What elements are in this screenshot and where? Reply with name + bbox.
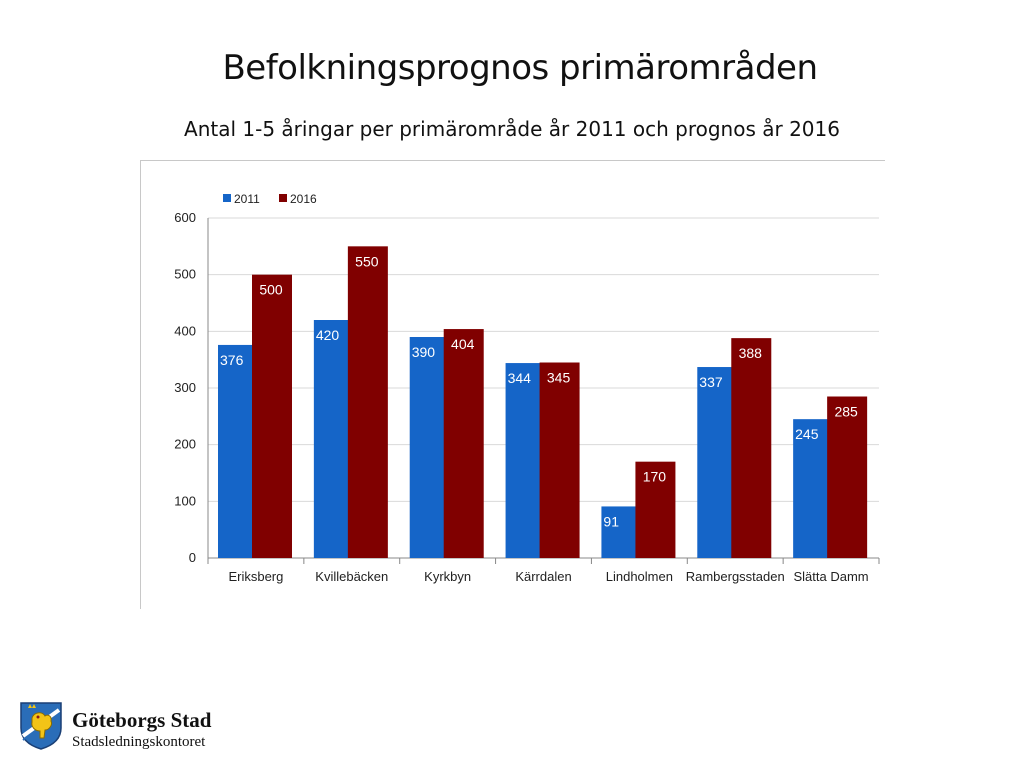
y-tick-label: 0 bbox=[189, 550, 196, 565]
y-tick-label: 100 bbox=[174, 493, 196, 508]
data-label: 376 bbox=[220, 352, 244, 368]
data-label: 420 bbox=[316, 327, 340, 343]
goteborg-coat-of-arms-icon bbox=[20, 702, 62, 750]
org-name: Göteborgs Stad bbox=[72, 708, 212, 732]
x-tick-label: Kyrkbyn bbox=[424, 569, 471, 584]
page-title: Befolkningsprognos primärområden bbox=[222, 48, 818, 88]
y-tick-label: 200 bbox=[174, 437, 196, 452]
data-label: 388 bbox=[739, 345, 763, 361]
y-tick-label: 300 bbox=[174, 380, 196, 395]
data-label: 500 bbox=[259, 282, 283, 298]
x-tick-label: Slätta Damm bbox=[794, 569, 869, 584]
bar-2016-Kvillebäcken bbox=[347, 246, 388, 558]
data-label: 285 bbox=[834, 404, 858, 420]
chart-frame: 0 100 200 300 400 500 600 376 500 Eriksberg 420 550… bbox=[140, 160, 885, 609]
data-label: 245 bbox=[795, 426, 819, 442]
bar-2011-Rambergsstaden bbox=[697, 367, 738, 558]
bar-2016-Lindholmen bbox=[635, 461, 676, 558]
x-tick-label: Lindholmen bbox=[606, 569, 673, 584]
x-tick-label: Kärrdalen bbox=[515, 569, 571, 584]
x-tick-label: Rambergsstaden bbox=[686, 569, 785, 584]
data-label: 390 bbox=[412, 344, 436, 360]
legend-swatch-2011 bbox=[223, 194, 231, 202]
bar-chart: 0 100 200 300 400 500 600 376 500 Eriksberg 420 550… bbox=[174, 192, 880, 584]
data-label: 91 bbox=[603, 513, 619, 529]
data-label: 550 bbox=[355, 253, 379, 269]
bar-2011-Lindholmen bbox=[601, 506, 642, 558]
bar-2011-Slätta Damm bbox=[793, 419, 834, 558]
data-label: 404 bbox=[451, 336, 475, 352]
y-tick-label: 400 bbox=[174, 323, 196, 338]
x-tick-label: Eriksberg bbox=[228, 569, 283, 584]
legend-swatch-2016 bbox=[279, 194, 287, 202]
data-label: 337 bbox=[699, 374, 723, 390]
department-name: Stadsledningskontoret bbox=[72, 734, 206, 750]
legend-label: 2016 bbox=[290, 192, 317, 206]
data-label: 170 bbox=[643, 469, 667, 485]
x-tick-label: Kvillebäcken bbox=[315, 569, 388, 584]
bar-2016-Rambergsstaden bbox=[731, 338, 772, 558]
data-label: 345 bbox=[547, 370, 571, 386]
legend-label: 2011 bbox=[234, 192, 260, 206]
bar-2011-Kyrkbyn bbox=[409, 337, 450, 558]
bar-2016-Kärrdalen bbox=[539, 362, 580, 558]
bar-2016-Slätta Damm bbox=[827, 396, 868, 558]
bar-2016-Kyrkbyn bbox=[443, 329, 484, 558]
bar-2011-Eriksberg bbox=[218, 344, 258, 558]
bar-2016-Eriksberg bbox=[252, 274, 292, 558]
y-tick-label: 600 bbox=[174, 210, 196, 225]
y-tick-label: 500 bbox=[174, 267, 196, 282]
bar-2011-Kärrdalen bbox=[505, 363, 546, 558]
bar-2011-Kvillebäcken bbox=[313, 320, 354, 558]
data-label: 344 bbox=[508, 370, 532, 386]
page-subtitle: Antal 1-5 åringar per primärområde år 20… bbox=[184, 117, 840, 141]
